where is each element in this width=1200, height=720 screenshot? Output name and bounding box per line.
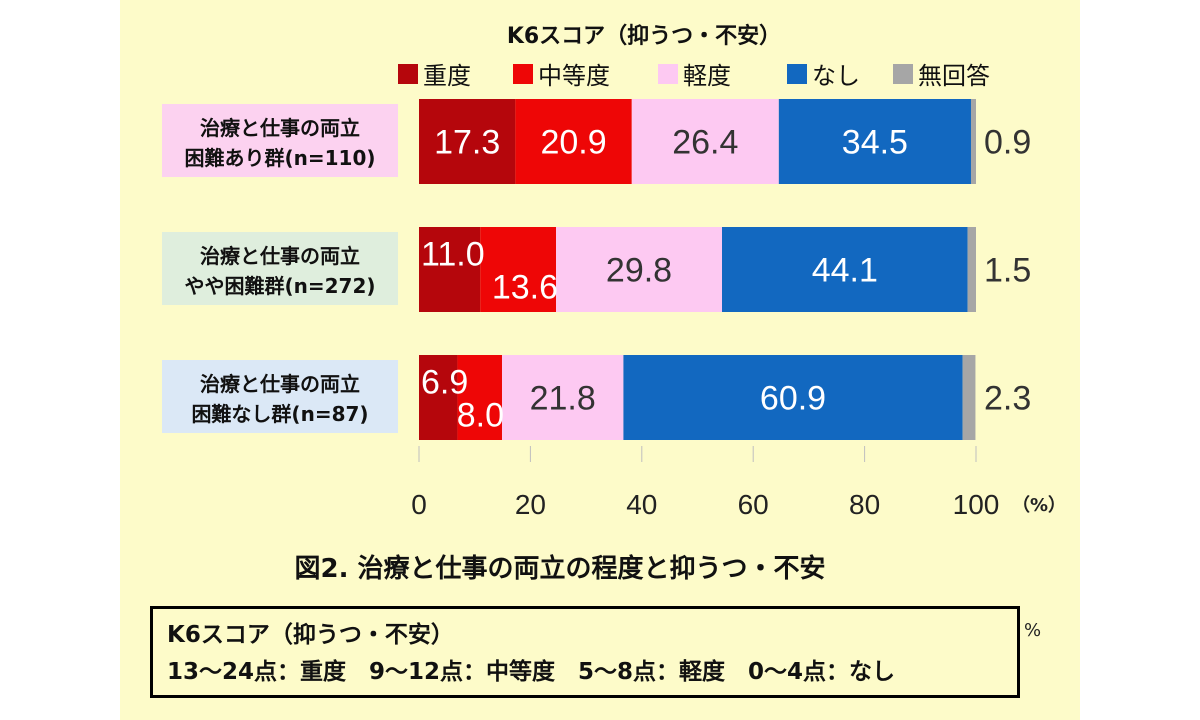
- x-tick-label-4: 60: [738, 489, 769, 520]
- figure-caption: 図2. 治療と仕事の両立の程度と抑うつ・不安: [294, 553, 825, 584]
- legend-label-4: なし: [812, 62, 860, 90]
- data-label-r2-s2: 13.6: [492, 269, 558, 307]
- data-label-r3-s5: 2.3: [984, 380, 1031, 418]
- legend-swatch-5: [893, 64, 913, 84]
- bar-segment-r1-s4: [778, 99, 971, 184]
- data-label-r2-s1: 11.0: [421, 236, 485, 274]
- legend-swatch-4: [787, 64, 807, 84]
- data-label-r2-s5: 1.5: [984, 252, 1031, 290]
- bar-segment-r1-s3: [631, 99, 779, 184]
- bar-segment-r2-s5: [967, 227, 976, 312]
- legend-swatch-1: [398, 64, 418, 84]
- x-tick-label-6: 100: [953, 489, 1000, 520]
- legend-swatch-3: [658, 64, 678, 84]
- x-axis-unit: （%）: [1012, 495, 1066, 516]
- category-label-box-3: [162, 360, 398, 433]
- bar-segment-r1-s5: [970, 99, 976, 184]
- bar-segment-r2-s4: [722, 227, 968, 312]
- data-label-r1-s4: 34.5: [842, 124, 908, 162]
- data-label-r1-s1: 17.3: [434, 124, 500, 162]
- category-label-1-line2: 困難あり群(n=110): [184, 146, 375, 170]
- data-label-r3-s4: 60.9: [760, 380, 826, 418]
- legend: 重度 中等度 軽度 なし 無回答: [398, 62, 990, 90]
- bar-segment-r3-s5: [962, 355, 976, 440]
- data-label-r2-s4: 44.1: [812, 252, 878, 290]
- category-label-2-line1: 治療と仕事の両立: [200, 244, 360, 268]
- category-label-3-line2: 困難なし群(n=87): [191, 402, 368, 426]
- x-tick-label-1: 0: [411, 489, 427, 520]
- bar-segment-r2-s2: [480, 227, 557, 312]
- x-tick-label-5: 80: [849, 489, 880, 520]
- category-label-2-line2: やや困難群(n=272): [184, 274, 375, 298]
- bar-segment-r3-s2: [457, 355, 502, 440]
- data-label-r2-s3: 29.8: [606, 252, 672, 290]
- category-label-1-line1: 治療と仕事の両立: [200, 116, 360, 140]
- legend-label-3: 軽度: [683, 62, 731, 90]
- data-label-r1-s5: 0.9: [984, 124, 1031, 162]
- bars: 17.3 20.9 26.4 34.5 0.9 11.013.6 29.8 44.1 1.5 6.…: [419, 99, 1031, 440]
- bar-segment-r3-s1: [419, 355, 458, 440]
- x-tick-label-2: 20: [515, 489, 546, 520]
- bar-segment-r1-s2: [515, 99, 632, 184]
- x-tick-label-3: 40: [626, 489, 657, 520]
- legend-label-5: 無回答: [918, 62, 990, 90]
- note-unit: %: [1024, 620, 1042, 641]
- data-label-r1-s2: 20.9: [540, 124, 606, 162]
- legend-swatch-2: [513, 64, 533, 84]
- category-label-box-2: [162, 232, 398, 305]
- legend-label-1: 重度: [423, 62, 471, 90]
- category-label-3-line1: 治療と仕事の両立: [200, 372, 360, 396]
- chart-title: K6スコア（抑うつ・不安）: [507, 23, 781, 49]
- note-line-1: K6スコア（抑うつ・不安）: [167, 622, 454, 648]
- data-label-r3-s3: 21.8: [530, 380, 596, 418]
- x-axis: 0 20 40 60 80 100: [411, 446, 999, 520]
- category-label-box-1: [162, 104, 398, 177]
- bar-segment-r1-s1: [419, 99, 516, 184]
- bar-segment-r2-s3: [556, 227, 723, 312]
- legend-label-2: 中等度: [538, 62, 610, 90]
- bar-segment-r2-s1: [419, 227, 481, 312]
- data-label-r3-s2: 8.0: [457, 397, 504, 435]
- bar-segment-r3-s4: [623, 355, 963, 440]
- bar-segment-r3-s3: [501, 355, 624, 440]
- data-label-r3-s1: 6.9: [421, 364, 468, 402]
- note-box: K6スコア（抑うつ・不安） 13～24点：重度 9～12点：中等度 5～8点：軽…: [150, 606, 1020, 698]
- note-line-2: 13～24点：重度 9～12点：中等度 5～8点：軽度 0～4点：なし: [167, 659, 896, 685]
- data-label-r1-s3: 26.4: [672, 124, 738, 162]
